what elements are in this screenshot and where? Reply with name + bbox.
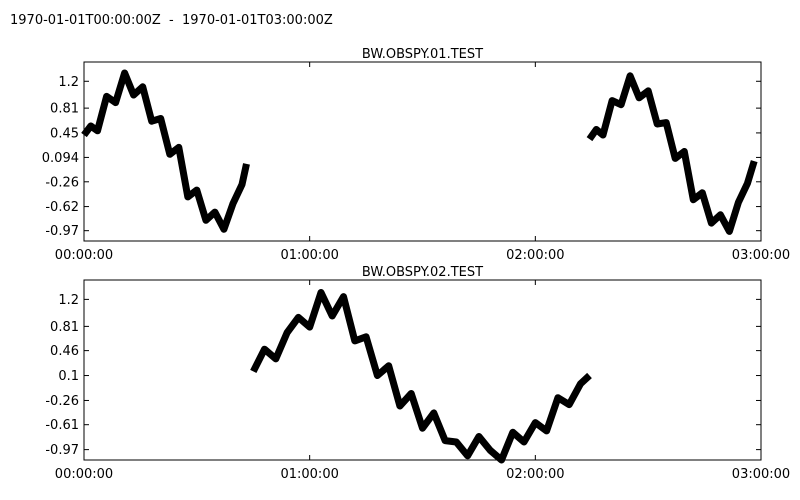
trace-panel-2: BW.OBSPY.02.TEST 1.2 0.81 0.46 0.1 -0.26 -0.6… — [45, 265, 790, 482]
series-group — [81, 69, 758, 235]
y-tick-label: -0.97 — [45, 443, 79, 458]
x-axis-ticks: 00:00:00 01:00:00 02:00:00 03:00:00 — [55, 62, 790, 263]
trace-series-1 — [250, 289, 592, 464]
figure-title: 1970-01-01T00:00:00Z - 1970-01-01T03:00:… — [10, 13, 333, 28]
axes-frame — [83, 279, 762, 461]
x-tick-label: 00:00:00 — [55, 467, 113, 482]
x-axis-ticks: 00:00:00 01:00:00 02:00:00 03:00:00 — [55, 280, 790, 482]
y-tick-label: -0.26 — [45, 394, 79, 409]
x-tick-label: 03:00:00 — [732, 248, 790, 263]
x-tick-label: 01:00:00 — [280, 248, 338, 263]
trace-series-1 — [81, 69, 250, 233]
y-axis-ticks: 1.2 0.81 0.45 0.094 -0.26 -0.62 -0.97 — [42, 75, 761, 239]
y-tick-label: 0.46 — [50, 344, 79, 359]
series-group — [250, 289, 592, 464]
panel-title: BW.OBSPY.02.TEST — [362, 265, 483, 280]
x-tick-label: 03:00:00 — [732, 467, 790, 482]
y-tick-label: 0.45 — [50, 126, 79, 141]
y-tick-label: 1.2 — [58, 293, 79, 308]
y-axis-ticks: 1.2 0.81 0.46 0.1 -0.26 -0.61 -0.97 — [45, 293, 761, 458]
y-tick-label: -0.26 — [45, 175, 79, 190]
x-tick-label: 02:00:00 — [506, 248, 564, 263]
trace-series-2 — [586, 72, 758, 235]
x-tick-label: 00:00:00 — [55, 248, 113, 263]
y-tick-label: 0.81 — [50, 102, 79, 117]
y-tick-label: -0.62 — [45, 200, 79, 215]
panel-title: BW.OBSPY.01.TEST — [362, 47, 483, 62]
axes-frame — [83, 61, 762, 242]
y-tick-label: 0.1 — [58, 369, 79, 384]
y-tick-label: 0.81 — [50, 320, 79, 335]
x-tick-label: 02:00:00 — [506, 467, 564, 482]
x-tick-label: 01:00:00 — [280, 467, 338, 482]
trace-panel-1: BW.OBSPY.01.TEST 1.2 0.81 0.45 0.094 -0.26 -0… — [42, 47, 790, 263]
y-tick-label: 1.2 — [58, 75, 79, 90]
y-tick-label: 0.094 — [42, 151, 79, 166]
y-tick-label: -0.97 — [45, 224, 79, 239]
y-tick-label: -0.61 — [45, 418, 79, 433]
